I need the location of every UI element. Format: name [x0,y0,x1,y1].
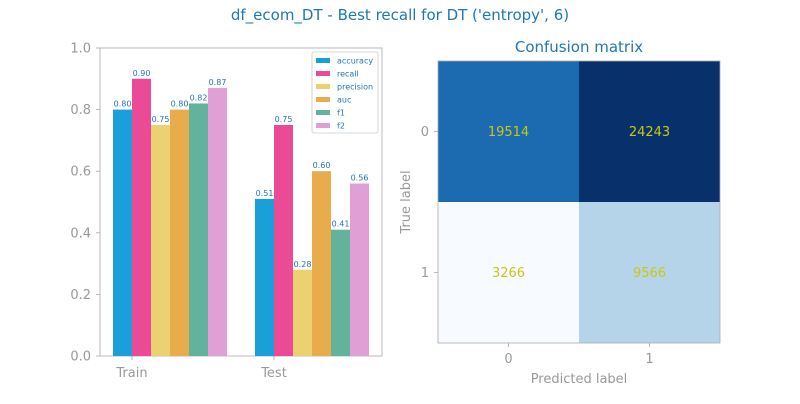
bar-series [113,78,369,357]
figure-title: df_ecom_DT - Best recall for DT ('entrop… [231,6,569,25]
confusion-matrix-xlabel: Predicted label [531,372,628,387]
cm-x-tick-label: 0 [504,352,512,367]
legend-label-precision: precision [337,83,373,92]
bar-value-label: 0.90 [133,69,151,78]
bar-accuracy-test [255,198,274,356]
bar-value-label: 0.87 [209,78,227,87]
bar-value-label: 0.51 [256,189,274,198]
legend-swatch-recall [316,71,330,76]
legend-swatch-auc [316,97,330,102]
bar-f1-train [189,103,208,356]
bar-data-labels: 0.800.900.750.800.820.870.510.750.280.60… [114,69,369,269]
legend-label-f2: f2 [337,122,345,131]
bar-value-label: 0.41 [332,220,350,229]
x-tick-label: Test [260,366,287,381]
bar-value-label: 0.80 [171,100,189,109]
y-tick-label: 0.0 [70,350,91,365]
y-tick-label: 0.2 [70,288,91,303]
confusion-matrix-ylabel: True label [399,170,414,234]
bar-value-label: 0.75 [275,115,293,124]
cm-x-tick-label: 1 [645,352,653,367]
y-tick-label: 1.0 [70,42,91,57]
cm-cell-1-0 [438,202,579,343]
confusion-matrix-frame [437,60,721,344]
bar-value-label: 0.75 [152,115,170,124]
bar-f2-train [208,88,227,356]
bar-legend: accuracy recall precision auc f1 f2 [311,51,379,134]
legend-swatch-precision [316,84,330,89]
bar-f2-test [350,183,369,356]
legend-swatch-f1 [316,110,330,115]
confusion-matrix-ticks: 0 1 0 1 [421,125,654,367]
bar-value-label: 0.56 [351,174,369,183]
cm-cell-1-1 [579,202,720,343]
cm-cell-value: 24243 [629,125,670,140]
bar-x-axis: Train Test [115,356,287,381]
cm-cell-value: 3266 [492,266,525,281]
bar-value-label: 0.80 [114,100,132,109]
bar-precision-test [293,269,312,356]
confusion-matrix-title: Confusion matrix [515,38,643,56]
legend-label-f1: f1 [337,109,345,118]
bar-value-label: 0.60 [313,161,331,170]
cm-cell-0-1 [579,61,720,202]
bar-accuracy-train [113,109,132,356]
bar-precision-train [151,125,170,356]
bar-value-label: 0.82 [190,93,208,102]
legend-swatch-accuracy [316,58,330,63]
bar-auc-train [170,109,189,356]
cm-cell-value: 9566 [633,266,666,281]
legend-label-auc: auc [337,96,351,105]
bar-auc-test [312,171,331,356]
bar-recall-train [132,78,151,357]
bar-value-label: 0.28 [294,260,312,269]
confusion-matrix-cells: 19514 24243 3266 9566 [438,61,720,343]
cm-cell-0-0 [438,61,579,202]
bar-y-axis: 0.0 0.2 0.4 0.6 0.8 1.0 [70,42,100,365]
legend-label-accuracy: accuracy [337,57,373,66]
legend-label-recall: recall [337,70,359,79]
metrics-bar-chart: 0.0 0.2 0.4 0.6 0.8 1.0 Train Test 0.80 0.90 0.7… [70,42,383,381]
cm-y-tick-label: 1 [421,266,429,281]
cm-cell-value: 19514 [488,125,529,140]
bar-recall-test [274,125,293,356]
bar-f1-test [331,229,350,356]
y-tick-label: 0.8 [70,103,91,118]
y-tick-label: 0.4 [70,226,91,241]
legend-swatch-f2 [316,123,330,128]
x-tick-label: Train [115,366,147,381]
cm-y-tick-label: 0 [421,125,429,140]
y-tick-label: 0.6 [70,165,91,180]
